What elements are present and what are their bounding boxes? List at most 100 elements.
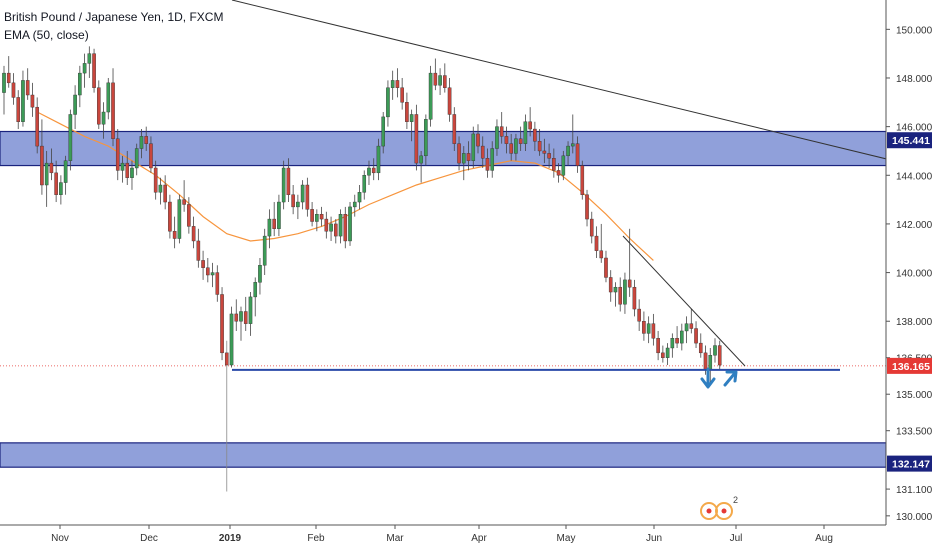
candle[interactable] — [424, 114, 428, 166]
candle[interactable] — [476, 124, 480, 154]
candle[interactable] — [120, 155, 125, 183]
resistance-price-tag[interactable]: 145.441 — [887, 132, 932, 149]
resistance-zone[interactable] — [0, 130, 887, 167]
candle[interactable] — [390, 70, 395, 100]
candle[interactable] — [698, 333, 703, 358]
candle[interactable] — [447, 77, 452, 122]
candle[interactable] — [414, 104, 419, 171]
candle[interactable] — [547, 143, 551, 168]
candle[interactable] — [338, 209, 343, 244]
candle[interactable] — [286, 158, 291, 203]
candle[interactable] — [182, 180, 186, 212]
candle[interactable] — [367, 160, 371, 186]
candle[interactable] — [96, 80, 101, 130]
candle[interactable] — [386, 80, 390, 127]
candle[interactable] — [319, 206, 324, 227]
candle[interactable] — [461, 146, 466, 181]
candle[interactable] — [324, 211, 329, 239]
candle[interactable] — [504, 126, 509, 154]
candle[interactable] — [267, 209, 272, 249]
candle[interactable] — [177, 194, 182, 244]
candle[interactable] — [329, 216, 333, 241]
candle[interactable] — [172, 216, 177, 249]
candle[interactable] — [717, 340, 722, 370]
candle[interactable] — [352, 194, 357, 217]
candle[interactable] — [348, 202, 352, 246]
candle[interactable] — [457, 136, 461, 171]
candle[interactable] — [134, 143, 139, 176]
candle[interactable] — [215, 265, 220, 302]
candle[interactable] — [443, 63, 447, 93]
candle[interactable] — [713, 338, 717, 363]
candle[interactable] — [63, 155, 68, 195]
candle[interactable] — [362, 170, 367, 200]
candle[interactable] — [163, 175, 167, 210]
indicator-label[interactable]: EMA (50, close) — [4, 28, 89, 42]
candle[interactable] — [594, 226, 599, 258]
candle[interactable] — [509, 133, 513, 161]
candle[interactable] — [542, 138, 547, 164]
candle[interactable] — [485, 148, 490, 178]
candle[interactable] — [613, 282, 618, 307]
candle[interactable] — [54, 160, 58, 203]
candle[interactable] — [670, 333, 675, 358]
candle[interactable] — [651, 313, 656, 346]
candle[interactable] — [106, 77, 111, 120]
candle[interactable] — [523, 114, 528, 151]
candle[interactable] — [623, 272, 627, 314]
candle[interactable] — [480, 136, 485, 168]
candle[interactable] — [229, 306, 234, 368]
candle[interactable] — [665, 343, 670, 366]
candle[interactable] — [684, 316, 689, 344]
candle[interactable] — [25, 68, 30, 100]
candle[interactable] — [234, 299, 239, 331]
candle[interactable] — [632, 279, 637, 317]
candle[interactable] — [589, 211, 594, 244]
candle[interactable] — [556, 163, 561, 183]
candle[interactable] — [239, 306, 243, 341]
candle[interactable] — [49, 148, 54, 181]
candle[interactable] — [82, 53, 87, 88]
candle[interactable] — [694, 321, 698, 348]
candle[interactable] — [201, 250, 205, 280]
candle[interactable] — [419, 150, 423, 183]
candle[interactable] — [315, 209, 319, 232]
candle[interactable] — [224, 340, 229, 492]
support-price-tag[interactable]: 132.147 — [887, 455, 932, 472]
candle[interactable] — [149, 136, 153, 173]
candle[interactable] — [35, 97, 39, 154]
candle[interactable] — [566, 141, 570, 166]
candle[interactable] — [490, 141, 495, 178]
candle[interactable] — [300, 180, 305, 210]
candle[interactable] — [580, 160, 585, 200]
candle[interactable] — [689, 309, 694, 334]
candle[interactable] — [305, 177, 310, 217]
candle[interactable] — [646, 316, 651, 344]
current-price-tag[interactable]: 136.165 — [887, 357, 932, 374]
candle[interactable] — [21, 70, 25, 127]
candle[interactable] — [73, 85, 77, 130]
candle[interactable] — [661, 345, 665, 363]
candle[interactable] — [334, 219, 338, 244]
candle[interactable] — [101, 102, 106, 139]
candle[interactable] — [87, 46, 92, 78]
candle[interactable] — [272, 202, 276, 237]
candle[interactable] — [92, 48, 96, 93]
major-trendline[interactable] — [231, 0, 932, 171]
candle[interactable] — [262, 228, 267, 276]
candle[interactable] — [656, 330, 660, 361]
candle[interactable] — [376, 138, 381, 181]
candle[interactable] — [357, 185, 362, 210]
candle[interactable] — [466, 141, 471, 171]
candle[interactable] — [111, 68, 115, 147]
candle[interactable] — [637, 299, 641, 331]
candle[interactable] — [158, 177, 163, 205]
candle[interactable] — [675, 326, 679, 348]
candle[interactable] — [585, 189, 589, 227]
candle[interactable] — [281, 160, 286, 210]
candle[interactable] — [40, 119, 44, 195]
candle[interactable] — [428, 65, 433, 127]
candle[interactable] — [258, 257, 262, 295]
candle[interactable] — [6, 56, 11, 88]
candle[interactable] — [452, 107, 457, 151]
